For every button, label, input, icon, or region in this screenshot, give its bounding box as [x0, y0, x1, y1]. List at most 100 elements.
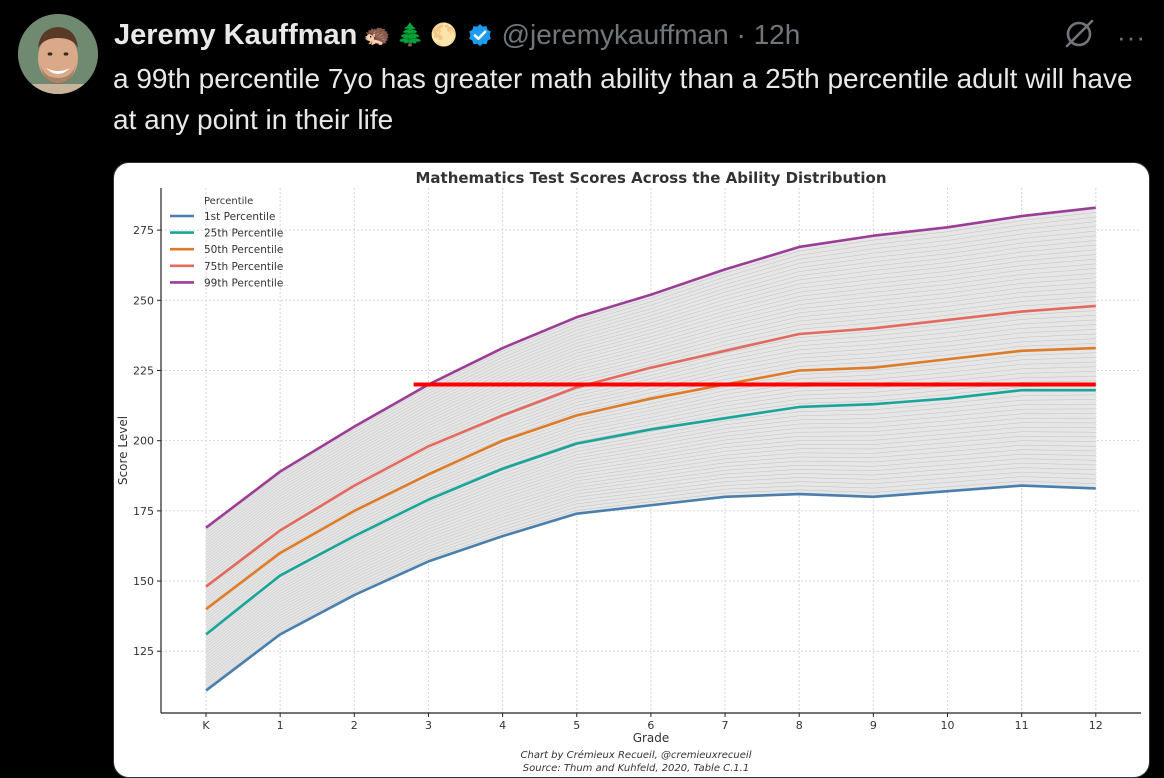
series-line-1	[205, 484, 1096, 692]
interpolated-line	[205, 476, 1096, 686]
interpolated-line	[205, 338, 1096, 604]
y-tick-label: 200	[133, 435, 154, 448]
avatar-photo	[18, 14, 98, 94]
y-tick-label: 150	[133, 575, 154, 588]
interpolated-line	[205, 310, 1096, 588]
interpolated-line	[205, 352, 1096, 613]
interpolated-line	[205, 435, 1096, 661]
interpolated-line	[205, 324, 1096, 596]
interpolated-line	[205, 249, 1096, 553]
interpolated-line	[205, 431, 1096, 659]
interpolated-line	[205, 471, 1096, 683]
handle-and-time[interactable]: @jeremykauffman · 12h	[501, 19, 801, 50]
legend-title: Percentile	[204, 196, 253, 207]
verified-badge-icon	[466, 21, 494, 49]
interpolated-line	[205, 467, 1096, 680]
chart-credit: Chart by Crémieux Recueil, @cremieuxrecu…	[521, 749, 752, 761]
y-tick-label: 225	[133, 364, 154, 377]
series-line-5	[205, 206, 1096, 529]
interpolated-line	[205, 296, 1096, 580]
interpolated-line	[205, 385, 1096, 632]
x-tick-label: 3	[425, 719, 432, 732]
x-tick-label: 1	[277, 719, 284, 732]
interpolated-line	[205, 221, 1096, 537]
interpolated-line	[205, 272, 1096, 566]
interpolated-line	[205, 319, 1096, 594]
interpolated-line	[205, 403, 1096, 642]
legend-label-1: 1st Percentile	[204, 211, 275, 223]
interpolated-line	[205, 286, 1096, 575]
x-tick-label: 5	[573, 719, 580, 732]
interpolated-line	[205, 408, 1096, 645]
interpolated-line	[205, 440, 1096, 664]
interpolated-line	[205, 480, 1096, 689]
interpolated-line	[205, 444, 1096, 667]
hedgehog-emoji: 🦔	[363, 22, 391, 47]
interpolated-line	[205, 449, 1096, 670]
interpolated-line	[205, 212, 1096, 531]
x-tick-label: 9	[870, 719, 877, 732]
interpolated-line	[205, 216, 1096, 534]
interpolated-line	[205, 422, 1096, 653]
interpolated-line	[205, 371, 1096, 623]
more-options-icon[interactable]: ···	[1117, 21, 1146, 52]
interpolated-line	[205, 300, 1096, 583]
interpolated-line	[205, 277, 1096, 569]
x-tick-label: 8	[796, 719, 803, 732]
interpolated-line	[205, 244, 1096, 550]
interpolated-line	[205, 417, 1096, 651]
x-tick-label: 7	[722, 719, 729, 732]
interpolated-line	[205, 458, 1096, 675]
interpolated-line	[205, 366, 1096, 621]
tree-emoji: 🌲	[396, 22, 425, 47]
author-name[interactable]: Jeremy Kauffman	[114, 18, 358, 51]
interpolated-line	[205, 453, 1096, 672]
series-line-4	[205, 304, 1096, 588]
y-tick-label: 250	[133, 294, 154, 307]
x-tick-label: 11	[1015, 719, 1029, 732]
moon-emoji: 🌕	[430, 22, 458, 47]
interpolated-line	[205, 413, 1096, 648]
chart-title: Mathematics Test Scores Across the Abili…	[415, 169, 886, 187]
interpolated-line	[205, 291, 1096, 577]
y-tick-label: 275	[133, 224, 154, 237]
y-tick-label: 175	[133, 505, 154, 518]
interpolated-line	[205, 380, 1096, 629]
x-tick-label: 6	[647, 719, 654, 732]
interpolated-line	[205, 235, 1096, 545]
interpolated-line	[205, 426, 1096, 656]
tweet-header: Jeremy Kauffman 🦔 🌲 🌕 @jeremykauffman · …	[114, 14, 800, 56]
interpolated-line	[205, 226, 1096, 539]
interpolated-line	[205, 361, 1096, 618]
legend-label-2: 25th Percentile	[204, 228, 283, 240]
x-axis-label: Grade	[633, 731, 670, 745]
tweet-text: a 99th percentile 7yo has greater math a…	[113, 63, 1133, 135]
interpolated-line	[205, 333, 1096, 602]
interpolated-line	[205, 343, 1096, 607]
interpolated-line	[205, 254, 1096, 556]
interpolated-line	[205, 315, 1096, 591]
legend-label-5: 99th Percentile	[204, 277, 283, 289]
interpolated-line	[205, 357, 1096, 615]
x-tick-label: 2	[351, 719, 358, 732]
x-tick-label: 10	[941, 719, 955, 732]
tweet-actions: ···	[1063, 18, 1146, 55]
x-tick-label: K	[202, 719, 210, 732]
series-line-2	[205, 388, 1096, 636]
x-tick-label: 4	[499, 719, 506, 732]
legend-label-4: 75th Percentile	[204, 261, 283, 273]
y-tick-label: 125	[133, 645, 154, 658]
interpolated-line	[205, 230, 1096, 542]
chart-svg: Mathematics Test Scores Across the Abili…	[116, 169, 1141, 774]
chart-image-card[interactable]: Mathematics Test Scores Across the Abili…	[113, 162, 1150, 778]
x-tick-label: 12	[1089, 719, 1103, 732]
avatar[interactable]	[18, 14, 98, 94]
y-axis-label: Score Level	[116, 416, 130, 485]
interpolated-line	[205, 263, 1096, 561]
grok-icon[interactable]	[1063, 18, 1095, 55]
interpolated-line	[205, 240, 1096, 547]
interpolated-line	[205, 394, 1096, 637]
series-line-3	[205, 346, 1096, 611]
interpolated-line	[205, 268, 1096, 564]
interpolated-line	[205, 462, 1096, 678]
